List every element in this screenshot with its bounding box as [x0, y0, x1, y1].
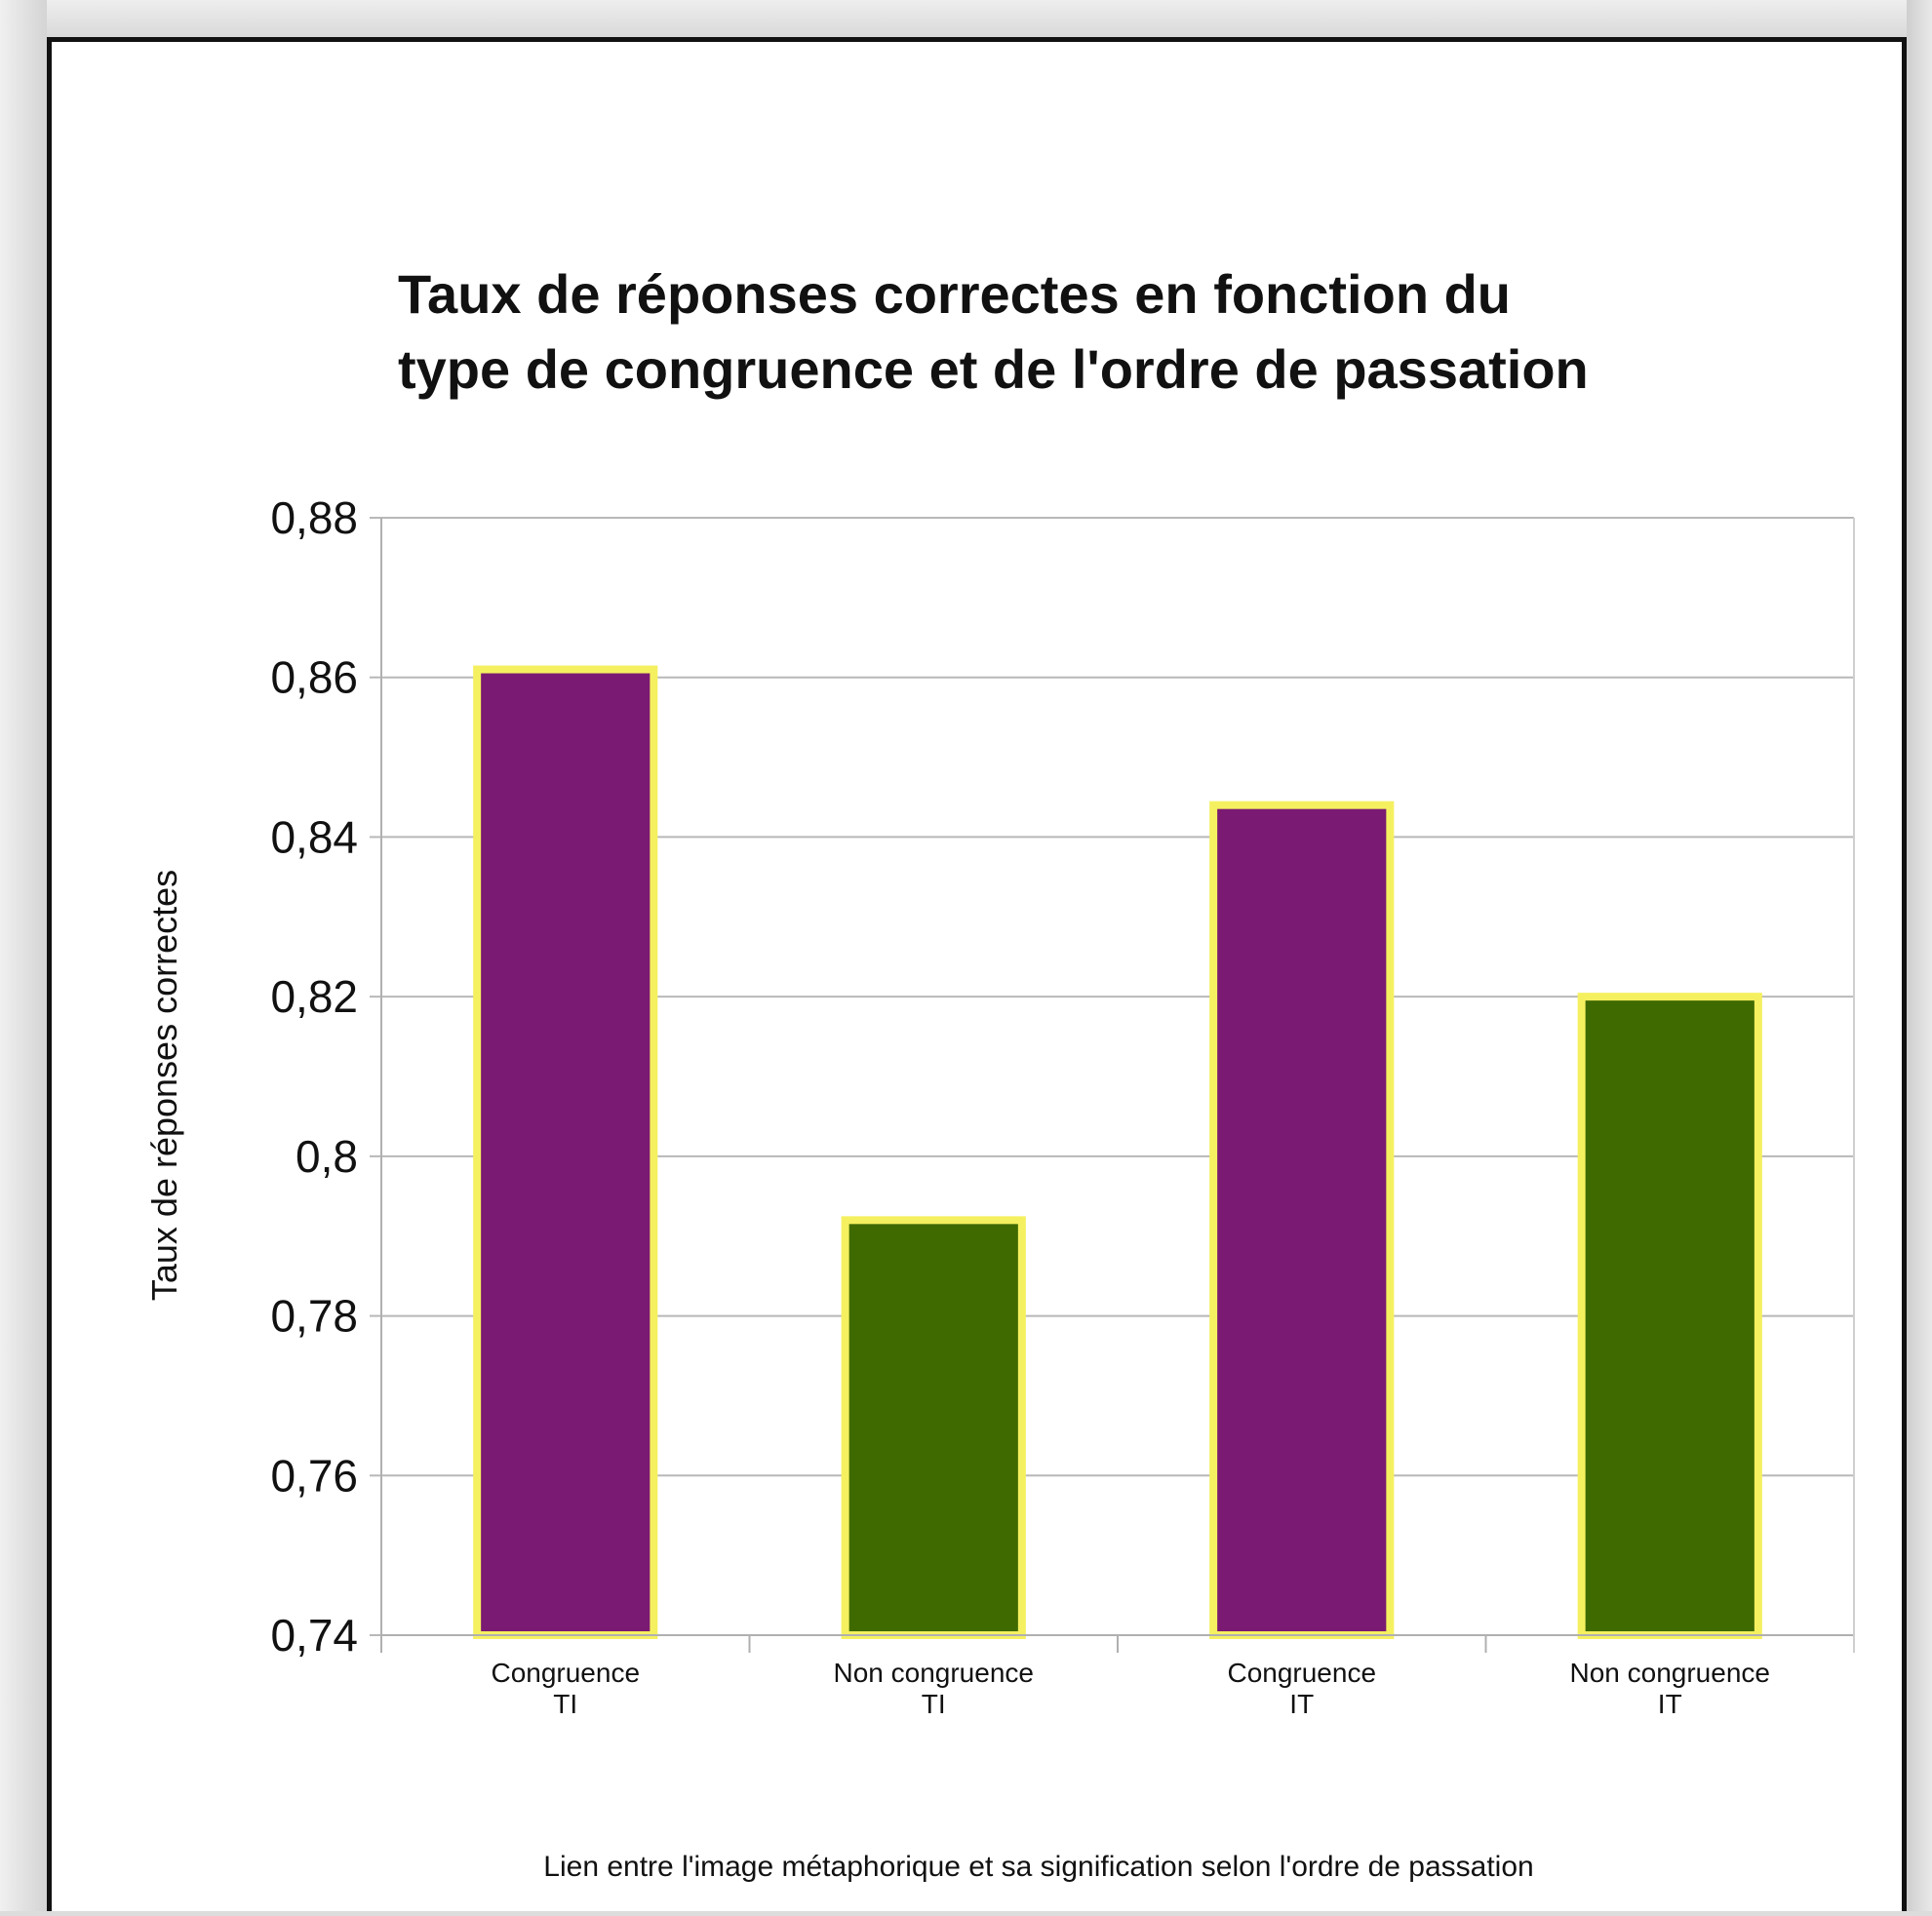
y-tick-label: 0,78 — [270, 1291, 358, 1342]
y-tick-label: 0,88 — [270, 492, 358, 543]
x-axis-label: Lien entre l'image métaphorique et sa si… — [543, 1851, 1533, 1883]
x-tick-label: TI — [553, 1689, 577, 1719]
y-tick-label: 0,76 — [270, 1450, 358, 1501]
y-tick-label: 0,82 — [270, 971, 358, 1022]
x-tick-label: IT — [1289, 1689, 1314, 1719]
x-tick-label: Congruence — [1227, 1658, 1376, 1688]
chart-title-line-2: type de congruence et de l'ordre de pass… — [398, 338, 1589, 400]
x-tick-label: IT — [1658, 1689, 1682, 1719]
chart-title: Taux de réponses correctes en fonction d… — [398, 263, 1589, 400]
y-tick-label: 0,84 — [270, 811, 358, 862]
x-tick-label: TI — [922, 1689, 946, 1719]
bar — [841, 1216, 1026, 1640]
bar — [473, 665, 658, 1639]
window-bevel-left — [0, 0, 47, 1911]
bar-chart: Taux de réponses correctes en fonction d… — [144, 263, 1855, 1883]
x-tick-label: Non congruence — [1570, 1658, 1770, 1688]
y-tick-label: 0,8 — [296, 1131, 358, 1182]
bar — [1577, 993, 1762, 1639]
y-tick-label: 0,86 — [270, 652, 358, 703]
bars — [473, 665, 1762, 1640]
chart-title-line-1: Taux de réponses correctes en fonction d… — [398, 263, 1511, 325]
x-tick-label: Non congruence — [834, 1658, 1034, 1688]
window-bevel-top — [0, 0, 1932, 39]
y-tick-label: 0,74 — [270, 1610, 358, 1661]
chart-frame: Taux de réponses correctes en fonction d… — [47, 37, 1907, 1911]
window-bevel-right — [1907, 0, 1932, 1911]
y-axis-label: Taux de réponses correctes — [144, 870, 184, 1301]
y-axis-ticks: 0,74 0,76 0,78 0,8 0,82 0,84 0,86 0,88 — [270, 492, 381, 1661]
x-tick-label: Congruence — [491, 1658, 640, 1688]
bar — [1209, 801, 1395, 1639]
